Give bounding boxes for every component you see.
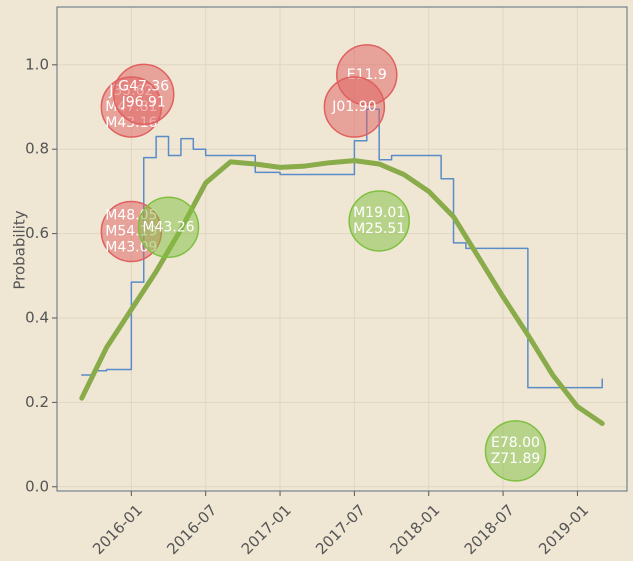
bubble bbox=[348, 190, 410, 252]
y-tick-label: 0.6 bbox=[25, 224, 49, 242]
y-tick-label: 0.8 bbox=[25, 140, 49, 158]
x-tick-label: 2019-01 bbox=[535, 501, 592, 558]
x-tick-label: 2017-01 bbox=[238, 501, 295, 558]
bubble-label: J01.90 bbox=[331, 99, 376, 115]
x-tick-label: 2018-01 bbox=[386, 501, 443, 558]
x-tick-label: 2018-07 bbox=[461, 501, 518, 558]
bubble-label: E78.00 bbox=[491, 435, 540, 451]
y-axis-label: Probability bbox=[11, 210, 29, 289]
y-tick-label: 1.0 bbox=[25, 55, 49, 73]
y-tick-label: 0.0 bbox=[25, 477, 49, 495]
series-line bbox=[81, 108, 603, 389]
bubble-label: G47.36 bbox=[118, 78, 169, 94]
bubble-label: M43.26 bbox=[142, 219, 194, 235]
bubble-label: J96.91 bbox=[121, 94, 166, 110]
x-tick-label: 2016-07 bbox=[163, 501, 220, 558]
bubble-label: M19.01 bbox=[353, 205, 405, 221]
x-tick-label: 2016-01 bbox=[89, 501, 146, 558]
bubble bbox=[484, 420, 547, 482]
bubble bbox=[137, 196, 200, 259]
bubble bbox=[323, 76, 386, 138]
x-tick-label: 2017-07 bbox=[312, 501, 369, 558]
plot-frame bbox=[56, 6, 628, 492]
y-tick-label: 0.4 bbox=[25, 308, 49, 326]
bubble bbox=[112, 63, 175, 126]
bubble-label: Z71.89 bbox=[491, 451, 541, 467]
bubble-label: M25.51 bbox=[353, 221, 405, 237]
y-tick-label: 0.2 bbox=[25, 393, 49, 411]
